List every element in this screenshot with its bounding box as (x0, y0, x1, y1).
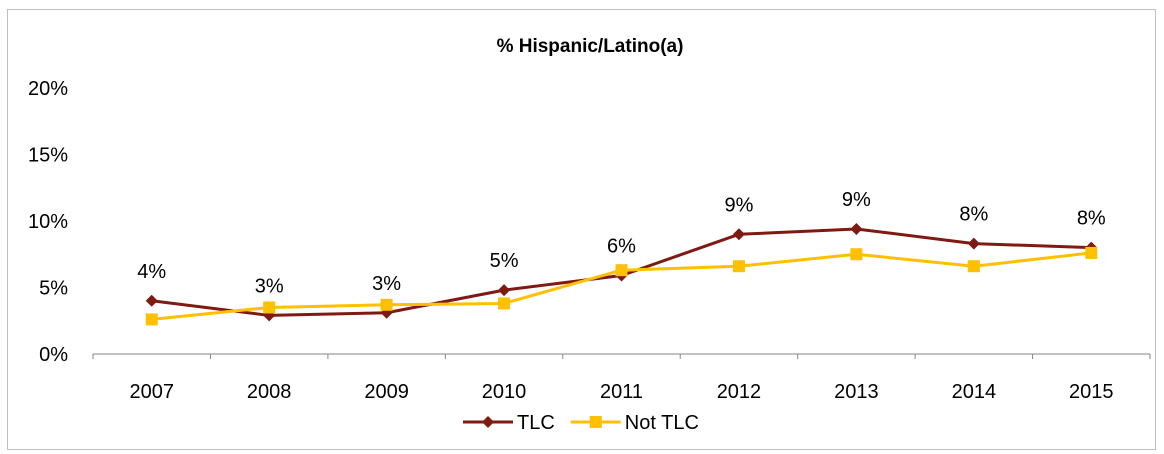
data-label: 5% (490, 250, 519, 272)
legend-marker-tlc (482, 416, 494, 428)
x-tick-label: 2015 (1069, 381, 1114, 403)
data-point-tlc (733, 228, 745, 240)
y-axis: 0% 5% 10% 15% 20% (28, 78, 68, 366)
y-tick-label: 20% (28, 78, 68, 100)
data-point-tlc (850, 223, 862, 235)
x-tick-label: 2007 (129, 381, 174, 403)
legend: TLC Not TLC (463, 412, 699, 434)
x-tick-label: 2013 (834, 381, 879, 403)
data-point-not-tlc (850, 248, 862, 260)
x-axis: 2007 2008 2009 2010 2011 2012 2013 2014 2015 (93, 354, 1150, 403)
data-point-not-tlc (263, 301, 275, 313)
data-label: 9% (724, 194, 753, 216)
y-tick-label: 0% (39, 344, 68, 366)
y-tick-label: 15% (28, 145, 68, 167)
data-label: 9% (842, 189, 871, 211)
data-label: 4% (137, 261, 166, 283)
x-tick-label: 2014 (952, 381, 997, 403)
legend-label-not-tlc: Not TLC (625, 412, 699, 434)
x-tick-label: 2010 (482, 381, 527, 403)
x-tick-label: 2008 (247, 381, 292, 403)
data-point-not-tlc (146, 313, 158, 325)
legend-item-not-tlc: Not TLC (571, 412, 699, 434)
data-point-tlc (968, 238, 980, 250)
y-tick-label: 5% (39, 278, 68, 300)
data-point-not-tlc (498, 297, 510, 309)
y-tick-label: 10% (28, 211, 68, 233)
x-tick-label: 2012 (717, 381, 762, 403)
x-tick-label: 2011 (600, 381, 643, 403)
data-label: 6% (607, 236, 636, 258)
data-point-not-tlc (616, 264, 628, 276)
data-point-not-tlc (381, 299, 393, 311)
data-point-tlc (146, 295, 158, 307)
legend-label-tlc: TLC (517, 412, 555, 434)
legend-item-tlc: TLC (463, 412, 555, 434)
legend-marker-not-tlc (590, 416, 602, 428)
data-point-not-tlc (1085, 247, 1097, 259)
x-tick-label: 2009 (364, 381, 409, 403)
data-point-not-tlc (968, 260, 980, 272)
chart-title: % Hispanic/Latino(a) (497, 36, 684, 57)
data-label: 3% (372, 273, 401, 295)
data-label: 8% (959, 204, 988, 226)
data-point-tlc (498, 284, 510, 296)
series-line-not-tlc (152, 253, 1092, 320)
data-label: 8% (1077, 208, 1106, 230)
data-point-not-tlc (733, 260, 745, 272)
data-label: 3% (255, 275, 284, 297)
